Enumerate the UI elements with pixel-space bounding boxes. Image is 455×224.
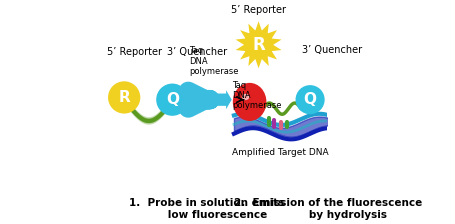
FancyArrow shape	[200, 90, 231, 109]
Text: 2.  Emission of the fluorescence
           by hydrolysis: 2. Emission of the fluorescence by hydro…	[233, 198, 421, 220]
Text: R: R	[252, 36, 264, 54]
Text: 5’ Reporter: 5’ Reporter	[107, 47, 162, 56]
Text: R: R	[118, 90, 130, 105]
Ellipse shape	[233, 83, 266, 121]
Text: 3’ Quencher: 3’ Quencher	[167, 47, 226, 56]
Text: 1.  Probe in solution emits
      low fluorescence: 1. Probe in solution emits low fluoresce…	[128, 198, 283, 220]
Text: 3’ Quencher: 3’ Quencher	[302, 45, 362, 55]
Text: Q: Q	[303, 92, 316, 107]
Text: 5’ Reporter: 5’ Reporter	[231, 4, 285, 15]
Circle shape	[243, 30, 273, 59]
Polygon shape	[235, 21, 281, 68]
Circle shape	[295, 85, 324, 114]
Circle shape	[156, 84, 188, 116]
Ellipse shape	[242, 95, 248, 99]
Text: Q: Q	[166, 92, 178, 107]
Text: Taq
DNA
polymerase: Taq DNA polymerase	[189, 46, 238, 76]
Circle shape	[108, 81, 140, 114]
Text: Amplified Target DNA: Amplified Target DNA	[231, 148, 328, 157]
Text: Taq
DNA
polymerase: Taq DNA polymerase	[232, 81, 281, 110]
